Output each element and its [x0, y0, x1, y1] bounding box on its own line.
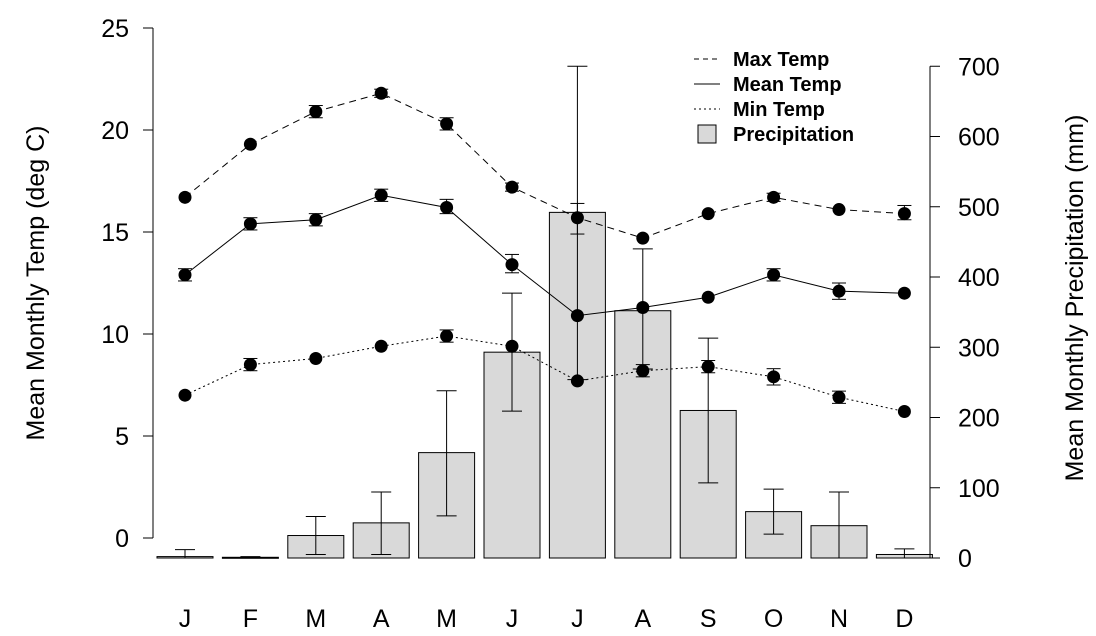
right-tick-label-500: 500 — [958, 194, 1000, 222]
data-point-solid-9 — [767, 268, 781, 282]
data-point-dashed-11 — [897, 207, 911, 221]
x-tick-label-6: J — [571, 605, 584, 633]
data-point-dotted-10 — [832, 390, 846, 404]
data-point-dotted-0 — [178, 388, 192, 402]
x-tick-label-5: J — [506, 605, 519, 633]
legend-swatch-precipitation — [697, 124, 717, 144]
right-tick-label-600: 600 — [958, 124, 1000, 152]
data-point-solid-5 — [505, 258, 519, 272]
legend-label-3: Precipitation — [733, 124, 854, 146]
data-point-solid-10 — [832, 284, 846, 298]
data-point-solid-8 — [701, 290, 715, 304]
legend-label-2: Min Temp — [733, 99, 825, 121]
data-point-dotted-11 — [897, 405, 911, 419]
data-point-dashed-2 — [309, 105, 323, 119]
precipitation-bars — [156, 211, 933, 559]
legend: Max Temp Mean Temp Min Temp Precipitation — [694, 49, 854, 146]
data-point-dotted-2 — [309, 351, 323, 365]
x-tick-label-3: A — [373, 605, 390, 633]
left-tick-label-15: 15 — [101, 219, 129, 247]
left-y-axis: 0 5 10 15 20 25 — [101, 15, 154, 553]
x-tick-label-7: A — [634, 605, 651, 633]
x-tick-label-2: M — [305, 605, 326, 633]
data-point-dotted-4 — [440, 329, 454, 343]
series-line-solid — [184, 194, 905, 317]
data-point-solid-2 — [309, 213, 323, 227]
data-point-dashed-7 — [636, 231, 650, 245]
right-axis-title: Mean Monthly Precipitation (mm) — [1061, 115, 1089, 482]
x-tick-label-1: F — [243, 605, 258, 633]
left-tick-label-0: 0 — [115, 525, 129, 553]
left-tick-label-5: 5 — [115, 423, 129, 451]
right-tick-label-200: 200 — [958, 405, 1000, 433]
data-point-dotted-8 — [701, 360, 715, 374]
data-point-dashed-0 — [178, 190, 192, 204]
data-point-dotted-9 — [767, 370, 781, 384]
data-point-solid-0 — [178, 268, 192, 282]
data-point-dashed-9 — [767, 190, 781, 204]
right-tick-label-400: 400 — [958, 264, 1000, 292]
data-point-dashed-4 — [440, 117, 454, 131]
x-tick-label-8: S — [700, 605, 717, 633]
right-y-axis: 0 100 200 300 400 500 600 700 — [929, 53, 1000, 573]
x-tick-label-10: N — [830, 605, 848, 633]
left-axis-title: Mean Monthly Temp (deg C) — [22, 126, 50, 441]
legend-label-0: Max Temp — [733, 49, 829, 71]
data-point-solid-3 — [374, 188, 388, 202]
data-point-dashed-3 — [374, 86, 388, 100]
x-tick-label-4: M — [436, 605, 457, 633]
data-point-dotted-3 — [374, 339, 388, 353]
data-point-solid-11 — [897, 286, 911, 300]
data-point-solid-7 — [636, 300, 650, 314]
legend-label-1: Mean Temp — [733, 74, 842, 96]
right-tick-label-100: 100 — [958, 475, 1000, 503]
data-point-solid-4 — [440, 201, 454, 215]
right-tick-label-0: 0 — [958, 545, 972, 573]
left-tick-label-25: 25 — [101, 15, 129, 43]
data-point-solid-1 — [243, 217, 257, 231]
data-point-dotted-6 — [570, 374, 584, 388]
data-point-dashed-5 — [505, 180, 519, 194]
data-point-dotted-7 — [636, 364, 650, 378]
x-tick-label-9: O — [764, 605, 783, 633]
data-point-dotted-1 — [243, 358, 257, 372]
data-point-dotted-5 — [505, 339, 519, 353]
right-tick-label-300: 300 — [958, 334, 1000, 362]
data-point-solid-6 — [570, 309, 584, 323]
temperature-lines — [184, 92, 905, 413]
data-point-dashed-6 — [570, 211, 584, 225]
series-line-dashed — [184, 92, 905, 239]
series-line-dotted — [184, 335, 905, 413]
left-tick-label-20: 20 — [101, 117, 129, 145]
x-tick-label-11: D — [895, 605, 913, 633]
data-point-dashed-1 — [243, 137, 257, 151]
temperature-points — [178, 86, 912, 419]
x-tick-label-0: J — [179, 605, 192, 633]
right-tick-label-700: 700 — [958, 53, 1000, 81]
data-point-dashed-10 — [832, 203, 846, 217]
data-point-dashed-8 — [701, 207, 715, 221]
left-tick-label-10: 10 — [101, 321, 129, 349]
